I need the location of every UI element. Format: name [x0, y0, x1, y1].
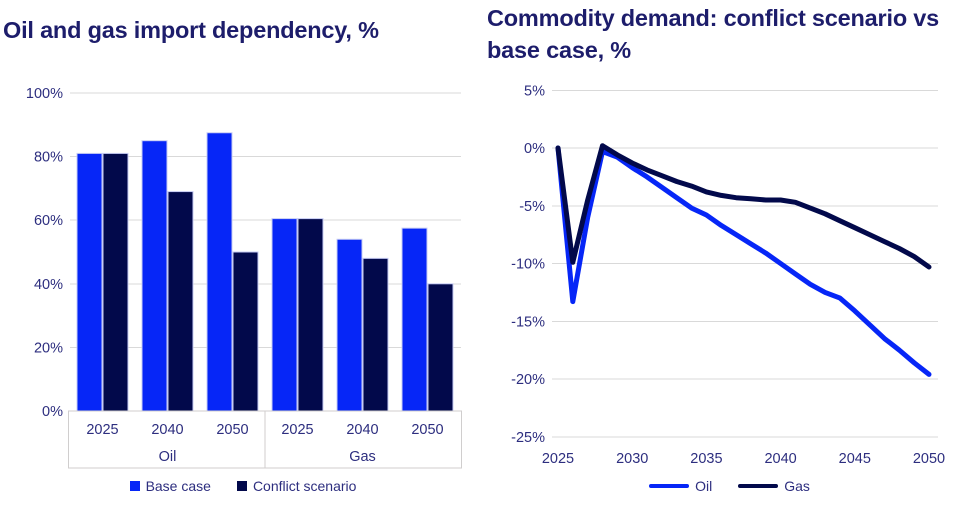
bar-conflict-scenario	[102, 152, 129, 412]
legend-label-gas: Gas	[784, 478, 810, 494]
bar-chart: 0% 20% 40% 60% 80% 100% 2025 2040 2050 2025 2040 20…	[26, 86, 462, 469]
line-chart-title: Commodity demand: conflict scenario vs b…	[487, 2, 969, 66]
y-axis-tick-label: 40%	[34, 277, 63, 293]
x-axis-tick-label: 2040	[764, 451, 796, 467]
y-axis-tick-label: -25%	[511, 430, 545, 446]
x-axis-year-label: 2040	[346, 422, 378, 438]
x-axis-tick-label: 2025	[542, 451, 574, 467]
bar-base-case	[401, 227, 428, 412]
x-axis-tick-label: 2035	[690, 451, 722, 467]
x-axis-year-label: 2040	[151, 422, 183, 438]
y-axis-tick-label: 100%	[26, 86, 63, 102]
x-axis-year-label: 2025	[86, 422, 118, 438]
legend-label-conflict-scenario: Conflict scenario	[252, 478, 357, 494]
bar-base-case	[141, 140, 168, 412]
y-axis-tick-label: -20%	[511, 372, 545, 388]
line-chart-legend: Oil Gas	[486, 478, 973, 494]
legend-item-base-case: Base case	[129, 478, 211, 494]
bar-conflict-scenario	[167, 191, 194, 412]
y-axis-tick-label: 0%	[42, 404, 63, 420]
y-axis-tick-label: 0%	[524, 141, 545, 157]
legend-label-base-case: Base case	[145, 478, 211, 494]
legend-label-oil: Oil	[695, 478, 713, 494]
x-axis-tick-label: 2050	[913, 451, 945, 467]
oil-line-swatch-icon	[649, 483, 690, 489]
bar-chart-legend: Base case Conflict scenario	[0, 478, 486, 494]
bar-base-case	[271, 218, 298, 412]
gas-line-swatch-icon	[738, 483, 779, 489]
line-chart-title-line1: Commodity demand: conflict scenario vs	[487, 5, 940, 31]
x-axis-year-label: 2050	[411, 422, 443, 438]
y-axis-tick-label: 20%	[34, 340, 63, 356]
bar-conflict-scenario	[362, 257, 389, 412]
y-axis-tick-label: -5%	[519, 199, 545, 215]
base-case-swatch-icon	[129, 481, 140, 491]
bar-conflict-scenario	[427, 283, 454, 412]
bar-conflict-scenario	[297, 218, 324, 412]
conflict-scenario-swatch-icon	[236, 481, 247, 491]
y-axis-tick-label: 5%	[524, 83, 545, 99]
bar-conflict-scenario	[232, 251, 259, 412]
y-axis-tick-label: 80%	[34, 150, 63, 166]
x-axis-year-label: 2025	[281, 422, 313, 438]
x-axis-group-label: Gas	[349, 449, 376, 465]
line-oil	[555, 145, 932, 377]
x-axis-tick-label: 2030	[616, 451, 648, 467]
line-chart-title-line2: base case, %	[487, 37, 631, 63]
line-chart: 5% 0% -5% -10% -15% -20% -25% 2025 2030 2035 2040 2…	[511, 83, 945, 467]
bar-base-case	[336, 238, 363, 412]
y-axis-tick-label: 60%	[34, 213, 63, 229]
bar-base-case	[206, 132, 233, 412]
bar-chart-title: Oil and gas import dependency, %	[3, 17, 379, 43]
bar-base-case	[76, 152, 103, 412]
legend-item-gas: Gas	[738, 478, 810, 494]
y-axis-tick-label: -10%	[511, 257, 545, 273]
x-axis-group-label: Oil	[159, 449, 177, 465]
bar-chart-panel: 0% 20% 40% 60% 80% 100% 2025 2040 2050 2025 2040 20…	[0, 0, 486, 513]
line-chart-panel: 5% 0% -5% -10% -15% -20% -25% 2025 2030 2035 2040 2…	[486, 0, 973, 513]
x-axis-tick-label: 2045	[839, 451, 871, 467]
y-axis-tick-label: -15%	[511, 314, 545, 330]
legend-item-oil: Oil	[649, 478, 712, 494]
line-gas	[555, 143, 932, 270]
x-axis-year-label: 2050	[216, 422, 248, 438]
legend-item-conflict-scenario: Conflict scenario	[236, 478, 357, 494]
